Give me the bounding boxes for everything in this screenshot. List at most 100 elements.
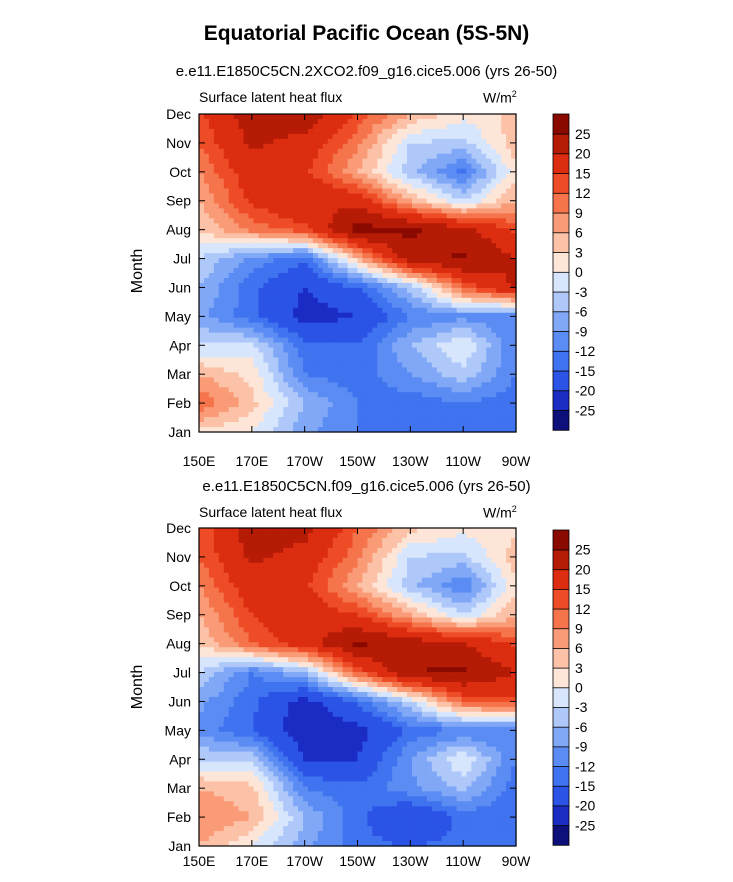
y-tick-label: Dec <box>166 106 191 122</box>
contour-cell <box>476 118 482 125</box>
contour-cell <box>456 188 463 195</box>
contour-cell <box>238 357 245 364</box>
y-tick-label: Oct <box>169 164 191 180</box>
contour-cell <box>382 238 388 244</box>
contour-cell <box>199 193 205 200</box>
contour-cell <box>327 552 334 559</box>
contour-cell <box>506 357 512 364</box>
contour-cell <box>303 567 309 574</box>
contour-cell <box>337 183 344 190</box>
contour-cell <box>203 372 210 378</box>
contour-cell <box>411 118 418 125</box>
contour-cell <box>377 253 383 259</box>
contour-cell <box>223 203 230 210</box>
contour-cell <box>263 377 269 383</box>
contour-cell <box>322 193 329 200</box>
contour-cell <box>481 143 487 150</box>
contour-cell <box>228 292 235 299</box>
contour-cell <box>402 347 408 354</box>
contour-cell <box>441 287 448 294</box>
contour-cell <box>238 128 245 135</box>
contour-cell <box>411 392 418 398</box>
contour-cell <box>471 532 477 539</box>
contour-cell <box>372 173 378 180</box>
contour-cell <box>491 158 497 165</box>
contour-cell <box>332 153 339 160</box>
contour-cell <box>451 528 458 534</box>
contour-cell <box>303 213 309 219</box>
contour-cell <box>481 557 487 564</box>
contour-cell <box>342 312 349 319</box>
contour-cell <box>506 133 512 140</box>
contour-cell <box>223 332 230 339</box>
contour-cell <box>258 114 264 120</box>
contour-cell <box>312 357 319 364</box>
contour-cell <box>218 263 225 269</box>
contour-cell <box>456 228 463 234</box>
contour-cell <box>407 347 413 354</box>
contour-cell <box>303 292 309 299</box>
contour-cell <box>218 577 225 584</box>
contour-cell <box>481 168 487 175</box>
contour-cell <box>268 243 274 249</box>
contour-cell <box>377 178 383 185</box>
contour-cell <box>283 178 289 185</box>
contour-cell <box>446 387 453 393</box>
contour-cell <box>451 297 458 304</box>
contour-cell <box>317 253 324 259</box>
contour-cell <box>268 287 274 294</box>
contour-cell <box>337 173 344 180</box>
contour-cell <box>238 347 245 354</box>
contour-cell <box>303 377 309 383</box>
contour-cell <box>347 133 354 140</box>
contour-cell <box>312 163 319 170</box>
contour-cell <box>496 372 502 378</box>
contour-cell <box>357 302 364 309</box>
contour-cell <box>293 547 299 554</box>
contour-cell <box>416 277 423 284</box>
contour-cell <box>416 562 423 569</box>
contour-cell <box>263 198 269 205</box>
contour-cell <box>431 243 438 249</box>
contour-cell <box>411 327 418 334</box>
contour-cell <box>352 203 359 210</box>
contour-cell <box>431 547 438 554</box>
contour-cell <box>223 342 230 349</box>
contour-cell <box>223 402 230 408</box>
contour-cell <box>332 193 339 200</box>
contour-cell <box>288 233 294 239</box>
contour-cell <box>471 352 477 359</box>
contour-cell <box>322 263 329 269</box>
contour-cell <box>263 238 269 244</box>
contour-cell <box>273 337 279 344</box>
contour-cell <box>208 287 215 294</box>
contour-cell <box>486 357 492 364</box>
contour-cell <box>253 178 260 185</box>
contour-cell <box>317 567 324 574</box>
contour-cell <box>387 532 393 539</box>
contour-cell <box>402 203 408 210</box>
contour-cell <box>293 377 299 383</box>
contour-cell <box>466 114 473 120</box>
contour-cell <box>327 188 334 195</box>
contour-cell <box>416 332 423 339</box>
contour-cell <box>317 248 324 254</box>
contour-cell <box>327 537 334 544</box>
contour-cell <box>322 552 329 559</box>
contour-cell <box>352 118 359 125</box>
contour-cell <box>342 168 349 175</box>
contour-cell <box>303 158 309 165</box>
contour-cell <box>347 342 354 349</box>
contour-cell <box>327 307 334 314</box>
contour-cell <box>268 582 274 589</box>
contour-cell <box>253 173 260 180</box>
contour-cell <box>347 273 354 279</box>
contour-cell <box>248 528 255 534</box>
contour-cell <box>436 287 443 294</box>
contour-cell <box>446 407 453 413</box>
contour-cell <box>283 263 289 269</box>
contour-cell <box>298 377 304 383</box>
contour-cell <box>218 572 225 579</box>
contour-cell <box>253 148 260 155</box>
contour-cell <box>322 143 329 150</box>
